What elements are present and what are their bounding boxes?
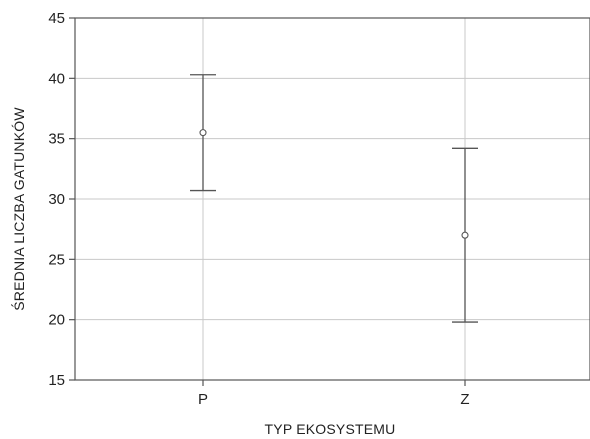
y-tick-label: 25 — [48, 251, 65, 268]
y-tick-label: 35 — [48, 131, 65, 148]
x-tick-label: P — [198, 391, 208, 408]
grid — [75, 18, 590, 380]
y-axis-title: ŚREDNIA LICZBA GATUNKÓW — [10, 107, 27, 311]
x-axis-title: TYP EKOSYSTEMU — [265, 421, 396, 437]
error-bars — [190, 74, 478, 323]
y-tick-label: 15 — [48, 372, 65, 389]
x-tick-label: Z — [460, 391, 469, 408]
mean-point — [461, 231, 469, 239]
y-tick-label: 45 — [48, 10, 65, 27]
y-tick-label: 20 — [48, 312, 65, 329]
y-tick-label: 40 — [48, 70, 65, 87]
mean-point — [199, 129, 207, 137]
y-axis: 15 20 25 30 35 40 45 — [48, 10, 75, 389]
y-tick-label: 30 — [48, 191, 65, 208]
